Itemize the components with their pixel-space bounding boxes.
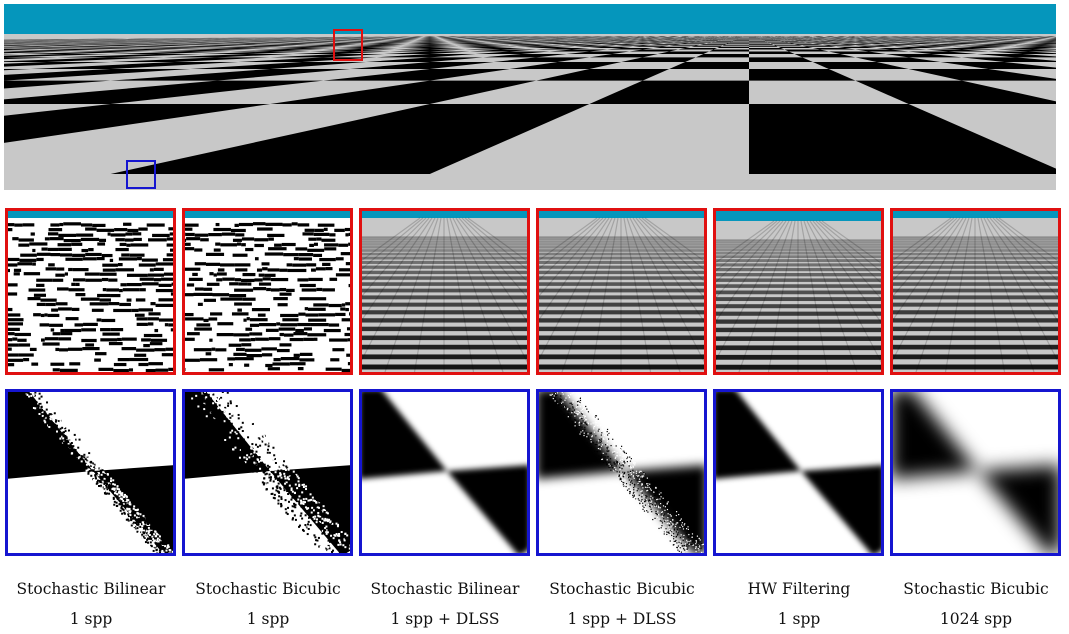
near-inset-4 <box>536 389 707 556</box>
sample-count: 1 spp + DLSS <box>356 604 534 634</box>
sample-count: 1 spp <box>2 604 180 634</box>
overview-render <box>4 4 1056 190</box>
near-inset-3 <box>359 389 530 556</box>
far-inset-3 <box>359 208 530 375</box>
caption-3: Stochastic Bilinear 1 spp + DLSS <box>356 574 534 634</box>
near-inset-6 <box>890 389 1061 556</box>
far-inset-5 <box>713 208 884 375</box>
method-name: Stochastic Bilinear <box>2 574 180 604</box>
far-inset-2 <box>182 208 353 375</box>
near-inset-5 <box>713 389 884 556</box>
caption-2: Stochastic Bicubic 1 spp <box>179 574 357 634</box>
near-inset-2 <box>182 389 353 556</box>
sample-count: 1024 spp <box>887 604 1065 634</box>
caption-4: Stochastic Bicubic 1 spp + DLSS <box>533 574 711 634</box>
caption-6: Stochastic Bicubic 1024 spp <box>887 574 1065 634</box>
method-name: Stochastic Bicubic <box>887 574 1065 604</box>
method-name: Stochastic Bilinear <box>356 574 534 604</box>
sample-count: 1 spp <box>710 604 888 634</box>
sample-count: 1 spp <box>179 604 357 634</box>
caption-1: Stochastic Bilinear 1 spp <box>2 574 180 634</box>
near-inset-1 <box>5 389 176 556</box>
method-name: Stochastic Bicubic <box>179 574 357 604</box>
sample-count: 1 spp + DLSS <box>533 604 711 634</box>
far-inset-1 <box>5 208 176 375</box>
far-inset-4 <box>536 208 707 375</box>
far-inset-6 <box>890 208 1061 375</box>
caption-5: HW Filtering 1 spp <box>710 574 888 634</box>
method-name: HW Filtering <box>710 574 888 604</box>
method-name: Stochastic Bicubic <box>533 574 711 604</box>
